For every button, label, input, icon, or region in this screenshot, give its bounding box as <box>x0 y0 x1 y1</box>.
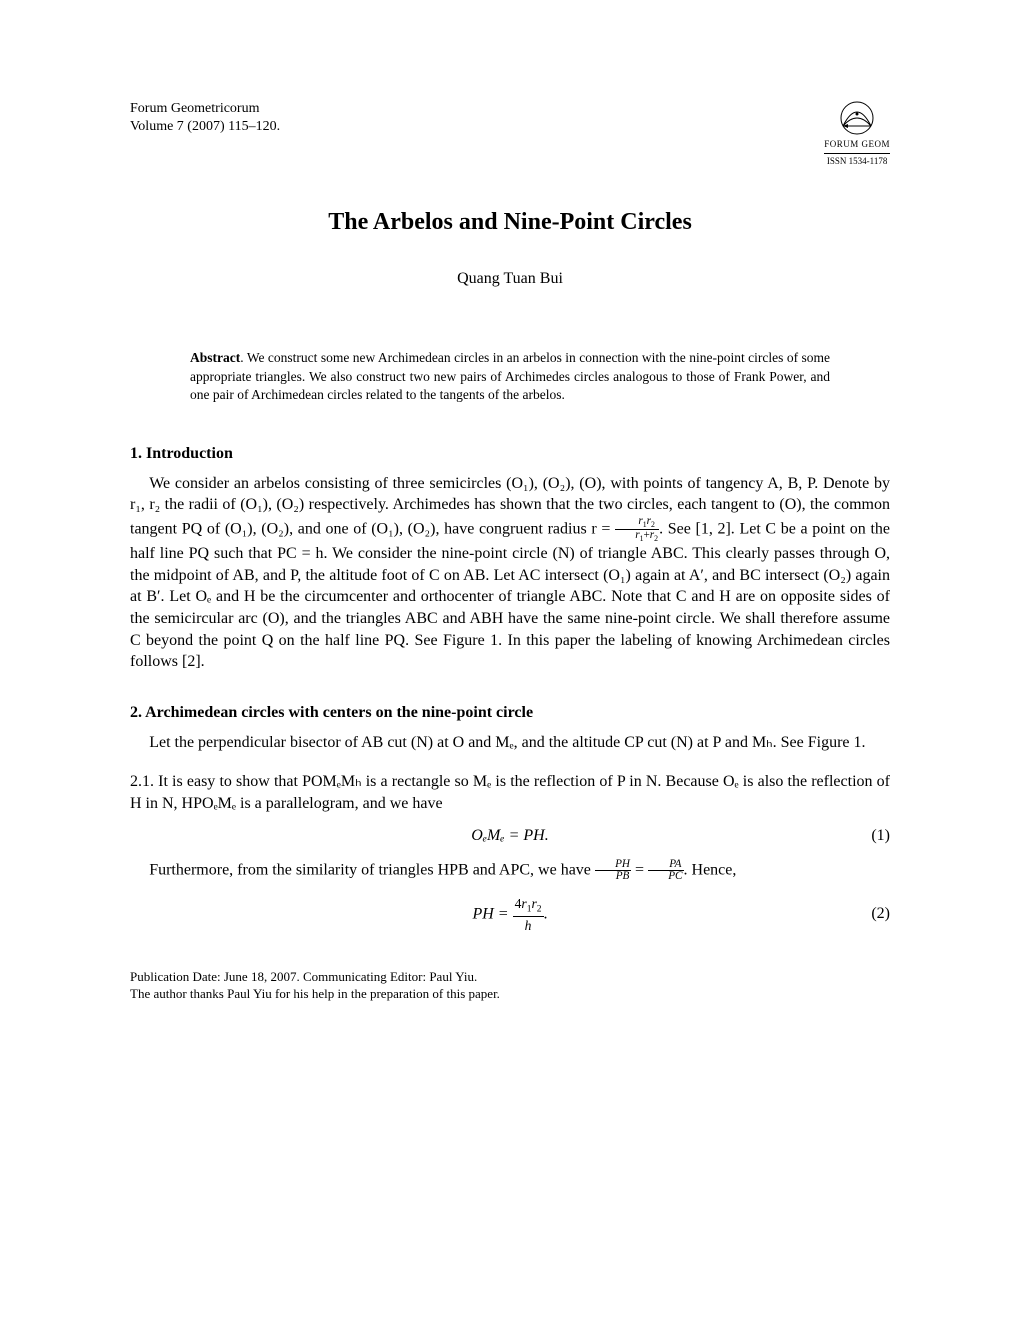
forum-geom-logo-icon <box>835 100 879 136</box>
s1-p1-b: . See [1, 2]. Let C be a point on the ha… <box>130 520 890 670</box>
s2-p3-c: . Hence, <box>684 861 737 878</box>
s2-p3-a: Furthermore, from the similarity of tria… <box>149 861 595 878</box>
paper-author: Quang Tuan Bui <box>130 269 890 290</box>
logo-text: FORUM GEOM <box>824 139 890 154</box>
section-1-heading: 1. Introduction <box>130 444 890 465</box>
section-2-p3: Furthermore, from the similarity of tria… <box>130 859 890 882</box>
frac-r1r2: r1r2r1+r2 <box>615 516 659 543</box>
section-2-p2: 2.1. It is easy to show that POMₑMₕ is a… <box>130 771 890 814</box>
frac-4r1r2-h: 4r1r2h <box>513 895 544 935</box>
section-2-heading: 2. Archimedean circles with centers on t… <box>130 703 890 724</box>
footer-line-1: Publication Date: June 18, 2007. Communi… <box>130 969 890 986</box>
journal-name: Forum Geometricorum <box>130 100 280 118</box>
equation-2: PH = 4r1r2h. (2) <box>130 895 890 935</box>
frac-pa-pc: PAPC <box>648 859 683 882</box>
frac-ph-pb: PHPB <box>595 859 631 882</box>
footer-notes: Publication Date: June 18, 2007. Communi… <box>130 969 890 1003</box>
journal-logo-block: FORUM GEOM ISSN 1534-1178 <box>824 100 890 167</box>
section-1-paragraph: We consider an arbelos consisting of thr… <box>130 473 890 673</box>
eq1-body: OₑMₑ = PH. <box>471 826 548 847</box>
page-header: Forum Geometricorum Volume 7 (2007) 115–… <box>130 100 890 167</box>
eq2-number: (2) <box>871 904 890 925</box>
abstract-text: . We construct some new Archimedean circ… <box>190 350 830 401</box>
eq1-number: (1) <box>871 826 890 847</box>
issn-text: ISSN 1534-1178 <box>824 156 890 168</box>
eq2-body: PH = 4r1r2h. <box>472 895 547 935</box>
abstract-block: Abstract. We construct some new Archimed… <box>190 349 830 404</box>
eq2-lhs: PH = <box>472 905 512 922</box>
s2-p3-b: = <box>631 861 648 878</box>
journal-info: Forum Geometricorum Volume 7 (2007) 115–… <box>130 100 280 136</box>
abstract-label: Abstract <box>190 350 240 365</box>
section-2-p1: Let the perpendicular bisector of AB cut… <box>130 732 890 754</box>
paper-title: The Arbelos and Nine-Point Circles <box>130 207 890 238</box>
footer-line-2: The author thanks Paul Yiu for his help … <box>130 986 890 1003</box>
equation-1: OₑMₑ = PH. (1) <box>130 826 890 847</box>
journal-volume: Volume 7 (2007) 115–120. <box>130 118 280 136</box>
